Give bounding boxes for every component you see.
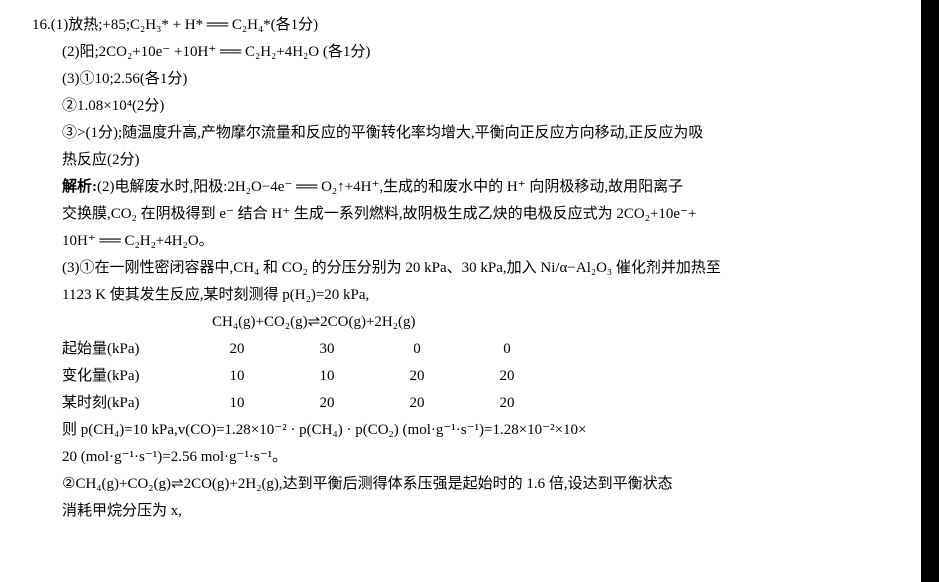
table-row-change: 变化量(kPa) 10 10 20 20 (32, 363, 880, 390)
cell: 20 (282, 390, 372, 417)
table-row-moment: 某时刻(kPa) 10 20 20 20 (32, 390, 880, 417)
cell: 20 (462, 363, 552, 390)
cell: 10 (192, 390, 282, 417)
right-border (921, 0, 939, 582)
line-4: ②1.08×10⁴(2分) (32, 93, 880, 120)
line-3: (3)①10;2.56(各1分) (32, 66, 880, 93)
cell: 30 (282, 336, 372, 363)
equation: CH₄(g)+CO₂(g)⇌2CO(g)+2H₂(g) (32, 309, 880, 336)
table-row-initial: 起始量(kPa) 20 30 0 0 (32, 336, 880, 363)
line-7: 交换膜,CO₂ 在阴极得到 e⁻ 结合 H⁺ 生成一系列燃料,故阴极生成乙炔的电… (32, 201, 880, 228)
line-1: 16.(1)放热;+85;C₂H₃* + H* ══ C₂H₄*(各1分) (32, 12, 880, 39)
line-8: 10H⁺ ══ C₂H₂+4H₂O。 (32, 228, 880, 255)
row-label: 某时刻(kPa) (62, 390, 192, 417)
label-analysis: 解析: (62, 179, 97, 195)
line-6: 解析:(2)电解废水时,阳极:2H₂O−4e⁻ ══ O₂↑+4H⁺,生成的和废… (32, 174, 880, 201)
cell: 10 (282, 363, 372, 390)
line-16: ②CH₄(g)+CO₂(g)⇌2CO(g)+2H₂(g),达到平衡后测得体系压强… (32, 471, 880, 498)
document-content: 16.(1)放热;+85;C₂H₃* + H* ══ C₂H₄*(各1分) (2… (0, 0, 920, 537)
cell: 20 (372, 363, 462, 390)
cell: 0 (462, 336, 552, 363)
cell: 10 (192, 363, 282, 390)
line-6-text: (2)电解废水时,阳极:2H₂O−4e⁻ ══ O₂↑+4H⁺,生成的和废水中的… (97, 179, 683, 195)
line-17: 消耗甲烷分压为 x, (32, 498, 880, 525)
line-2: (2)阳;2CO₂+10e⁻ +10H⁺ ══ C₂H₂+4H₂O (各1分) (32, 39, 880, 66)
line-10: 1123 K 使其发生反应,某时刻测得 p(H₂)=20 kPa, (32, 282, 880, 309)
line-14: 则 p(CH₄)=10 kPa,v(CO)=1.28×10⁻² · p(CH₄)… (32, 417, 880, 444)
cell: 20 (192, 336, 282, 363)
cell: 0 (372, 336, 462, 363)
row-label: 变化量(kPa) (62, 363, 192, 390)
line-15: 20 (mol·g⁻¹·s⁻¹)=2.56 mol·g⁻¹·s⁻¹。 (32, 444, 880, 471)
line-5: ③>(1分);随温度升高,产物摩尔流量和反应的平衡转化率均增大,平衡向正反应方向… (32, 120, 880, 147)
cell: 20 (462, 390, 552, 417)
line-9: (3)①在一刚性密闭容器中,CH₄ 和 CO₂ 的分压分别为 20 kPa、30… (32, 255, 880, 282)
row-label: 起始量(kPa) (62, 336, 192, 363)
cell: 20 (372, 390, 462, 417)
line-5b: 热反应(2分) (32, 147, 880, 174)
